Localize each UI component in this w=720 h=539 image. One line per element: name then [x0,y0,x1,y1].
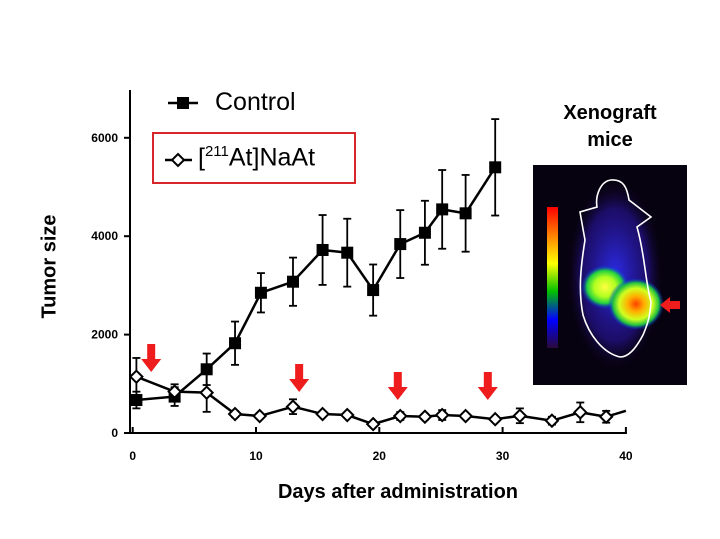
y-axis-label: Tumor size [38,214,61,319]
data-point-control [229,337,242,350]
x-tick-label: 10 [249,449,263,463]
data-point-nаat [167,384,183,400]
dosing-arrow-icon [387,372,408,400]
data-point-control [341,246,354,259]
data-point-nаat [572,404,588,420]
mouse-outline [579,179,653,358]
inset-title-line1: Xenograft [563,102,657,124]
tumor-signal-right [608,278,664,330]
y-tick-label: 0 [111,426,118,440]
data-point-nаat [417,409,433,425]
legend-highlight-box [152,132,356,184]
data-point-nаat [285,399,301,415]
x-axis-label: Days after administration [277,481,519,503]
data-point-control [489,161,502,174]
y-tick-label: 2000 [91,328,118,342]
data-point-nаat [339,407,355,423]
inset-title: Xenograft mice [533,100,687,154]
data-point-nаat [544,413,560,429]
data-point-nаat [365,416,381,432]
data-point-nаat [434,407,450,423]
data-point-nаat [227,406,243,422]
data-point-nаat [487,411,503,427]
data-point-control [200,363,213,376]
legend-label-prefix: [ [198,143,205,172]
y-tick-label: 4000 [91,229,118,243]
dosing-arrow-icon [141,344,162,372]
legend-label-nаat: [211At]NaAt [198,143,315,172]
data-point-control [436,203,449,216]
data-point-nаat [392,408,408,424]
data-point-nаat [128,369,144,385]
legend-label-control: Control [215,88,296,116]
legend-marker-nаat [170,152,186,168]
series-0 [130,118,502,410]
data-point-nаat [199,385,215,401]
data-point-control [286,275,299,288]
data-point-control [130,394,143,407]
data-point-control [418,226,431,239]
inset-title-line2: mice [587,129,633,151]
data-point-control [316,243,329,256]
data-point-control [394,238,407,251]
x-tick-label: 20 [373,449,387,463]
legend-label-suffix: At]NaAt [228,143,316,172]
legend-marker-control [177,97,189,109]
tumor-arrow-icon [660,297,680,313]
legend-label-isotope: 211 [204,143,229,160]
data-point-nаat [315,406,330,422]
data-point-nаat [512,408,528,424]
data-point-control [459,207,472,220]
x-tick-label: 40 [619,449,633,463]
x-tick-label: 30 [496,449,510,463]
y-tick-label: 6000 [91,131,118,145]
dosing-arrow-icon [477,372,498,400]
xenograft-mouse-image [533,165,687,385]
data-point-nаat [458,408,474,424]
data-point-nаat [598,409,614,425]
series-1 [128,357,627,432]
data-point-control [367,284,380,297]
x-tick-label: 0 [129,449,136,463]
data-point-nаat [252,408,268,424]
data-point-control [254,286,267,299]
dosing-arrow-icon [289,364,310,392]
colorbar [547,207,558,348]
